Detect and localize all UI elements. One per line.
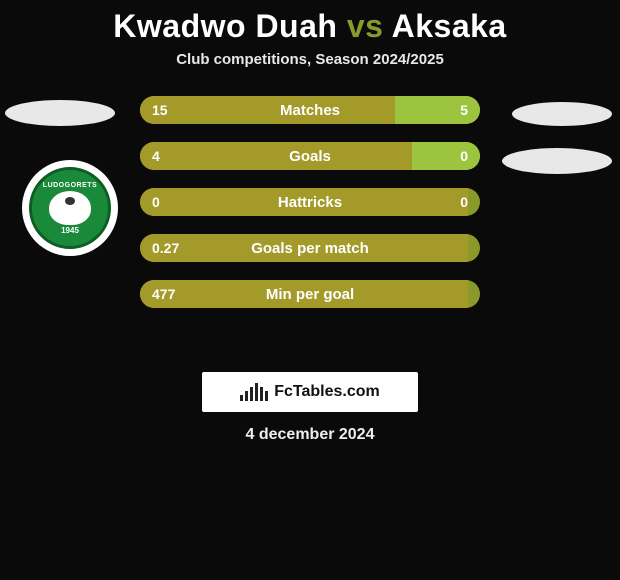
- comparison-title: Kwadwo Duah vs Aksaka: [0, 0, 620, 45]
- deco-ellipse-mid-right: [502, 148, 612, 174]
- stat-rows: 155Matches 40Goals 00Hattricks 0.27Goals pe…: [140, 96, 480, 326]
- stat-right-value: 5: [395, 96, 480, 124]
- eagle-icon: [49, 191, 91, 225]
- branding-bar: [245, 391, 248, 401]
- branding-bar: [240, 395, 243, 401]
- branding-bars-icon: [240, 383, 268, 401]
- club-badge: LUDOGORETS 1945: [22, 160, 118, 256]
- stat-left-value: 0: [140, 188, 468, 216]
- stat-left-value: 477: [140, 280, 468, 308]
- stat-row: 0.27Goals per match: [140, 234, 480, 262]
- branding-badge: FcTables.com: [202, 372, 418, 412]
- stat-row: 477Min per goal: [140, 280, 480, 308]
- deco-ellipse-top-right: [512, 102, 612, 126]
- club-badge-year: 1945: [61, 226, 79, 235]
- stat-right-value: 0: [468, 188, 480, 216]
- stat-right-value: [468, 234, 480, 262]
- stat-left-value: 15: [140, 96, 395, 124]
- stat-left-value: 0.27: [140, 234, 468, 262]
- stat-left-value: 4: [140, 142, 412, 170]
- branding-bar: [265, 391, 268, 401]
- title-player1: Kwadwo Duah: [113, 8, 337, 44]
- chart-stage: LUDOGORETS 1945 155Matches 40Goals 00Hattr…: [0, 96, 620, 356]
- stat-row: 155Matches: [140, 96, 480, 124]
- title-player2: Aksaka: [392, 8, 507, 44]
- stat-right-value: 0: [412, 142, 480, 170]
- subtitle: Club competitions, Season 2024/2025: [0, 51, 620, 68]
- title-vs: vs: [347, 8, 384, 44]
- branding-bar: [260, 387, 263, 401]
- branding-bar: [250, 387, 253, 401]
- club-badge-inner: LUDOGORETS 1945: [29, 167, 111, 249]
- branding-bar: [255, 383, 258, 401]
- deco-ellipse-top-left: [5, 100, 115, 126]
- snapshot-date: 4 december 2024: [0, 426, 620, 444]
- stat-row: 00Hattricks: [140, 188, 480, 216]
- stat-right-value: [468, 280, 480, 308]
- branding-text: FcTables.com: [274, 383, 380, 401]
- club-badge-text: LUDOGORETS: [43, 182, 97, 189]
- stat-row: 40Goals: [140, 142, 480, 170]
